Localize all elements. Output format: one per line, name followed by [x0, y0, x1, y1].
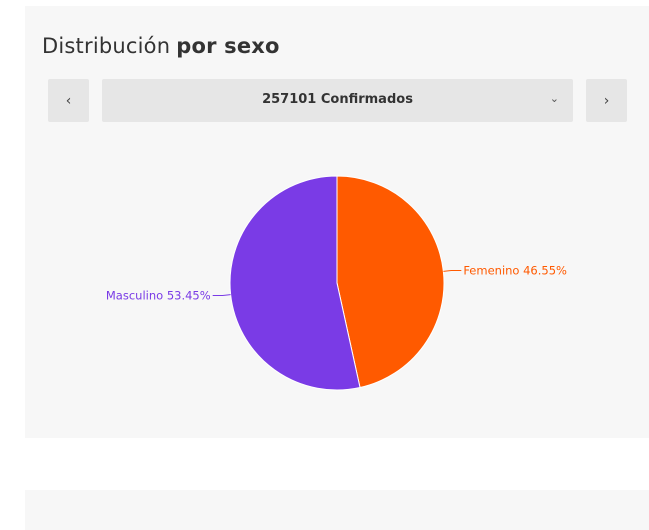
chevron-down-icon: ⌄: [549, 92, 559, 105]
pie-slice-masculino[interactable]: [229, 175, 361, 391]
pie-leader-masculino: [212, 294, 231, 296]
cases-type-select[interactable]: 257101 Confirmados ⌄: [102, 79, 573, 122]
pie-slice-femenino[interactable]: [336, 175, 445, 389]
next-button[interactable]: ›: [586, 79, 627, 122]
next-card: [25, 490, 649, 530]
sex-distribution-card: Distribución por sexo ‹ 257101 Confirmado…: [25, 6, 649, 438]
chevron-left-icon: ‹: [65, 92, 72, 109]
card-title: Distribución por sexo: [42, 34, 280, 58]
pie-leader-femenino: [443, 270, 462, 272]
pie-label-femenino: Femenino 46.55%: [463, 264, 567, 278]
card-title-bold: por sexo: [176, 34, 280, 58]
pie-chart: Femenino 46.55% Masculino 53.45%: [106, 175, 567, 391]
previous-button[interactable]: ‹: [48, 79, 89, 122]
card-title-normal: Distribución: [42, 34, 171, 58]
chevron-right-icon: ›: [603, 92, 610, 109]
cases-type-select-value: 257101 Confirmados: [262, 92, 413, 107]
pie-label-masculino: Masculino 53.45%: [106, 288, 211, 302]
